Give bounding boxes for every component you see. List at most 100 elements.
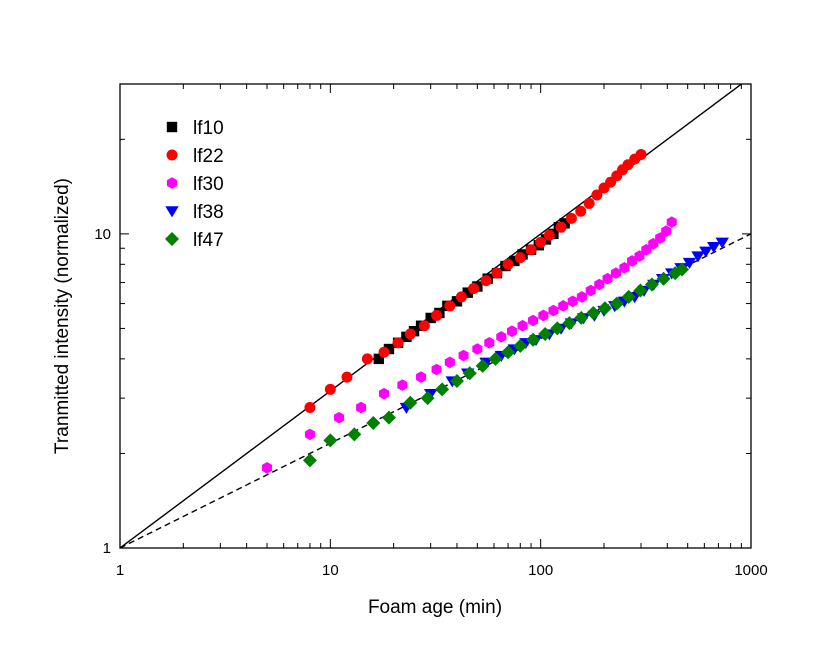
data-point-lf22 <box>468 283 480 295</box>
y-tick-label: 10 <box>94 226 111 243</box>
data-point-lf30 <box>472 343 483 355</box>
data-point-lf22 <box>431 309 443 321</box>
data-point-lf30 <box>567 295 578 308</box>
data-point-lf47 <box>501 345 516 360</box>
data-point-lf30 <box>431 363 442 376</box>
data-point-lf22 <box>591 189 603 201</box>
data-point-lf30 <box>558 300 569 312</box>
data-point-lf22 <box>491 267 503 279</box>
data-point-lf22 <box>304 402 316 414</box>
data-point-lf47 <box>381 410 396 425</box>
data-point-lf47 <box>675 262 690 277</box>
legend-marker-lf30 <box>166 177 178 189</box>
data-point-lf22 <box>480 275 492 287</box>
data-point-lf22 <box>455 291 467 303</box>
legend-label-lf47: lf47 <box>193 230 224 251</box>
data-point-lf10 <box>451 296 463 307</box>
data-point-lf47 <box>609 296 624 311</box>
data-point-lf47 <box>435 382 450 397</box>
data-point-lf22 <box>341 371 353 383</box>
data-point-lf47 <box>562 316 577 331</box>
data-point-lf30 <box>548 304 559 317</box>
data-point-lf22 <box>361 353 373 365</box>
data-point-lf30 <box>610 267 621 279</box>
series-lf38 <box>399 237 729 414</box>
data-point-lf22 <box>535 236 547 248</box>
data-point-lf47 <box>323 433 338 448</box>
data-point-lf22 <box>583 197 595 209</box>
data-point-lf10 <box>509 255 520 267</box>
data-point-lf30 <box>619 261 630 274</box>
axis-ticks <box>119 83 752 549</box>
plot-frame <box>119 83 752 549</box>
data-point-lf22 <box>635 148 647 160</box>
legend-marker-lf10 <box>166 121 178 133</box>
data-point-lf47 <box>366 415 381 430</box>
x-axis-title: Foam age (min) <box>368 597 502 618</box>
data-point-lf30 <box>661 225 672 237</box>
x-tick-label: 1000 <box>734 562 767 579</box>
data-point-lf22 <box>525 244 537 256</box>
data-point-lf30 <box>304 428 315 441</box>
data-point-lf38 <box>707 242 721 254</box>
data-point-lf30 <box>634 250 645 262</box>
legend-label-lf38: lf38 <box>193 202 224 223</box>
data-point-lf30 <box>334 411 345 424</box>
x-tick-label: 100 <box>528 562 553 579</box>
data-point-lf22 <box>378 346 390 358</box>
data-point-lf22 <box>324 383 336 395</box>
data-point-lf22 <box>392 337 404 349</box>
data-point-lf47 <box>644 277 659 292</box>
data-point-lf38 <box>691 251 705 263</box>
data-point-lf30 <box>602 272 613 285</box>
data-point-lf47 <box>475 358 490 373</box>
legend-marker-lf47 <box>165 232 179 246</box>
data-point-lf30 <box>496 331 507 343</box>
data-point-lf22 <box>418 320 430 332</box>
legend-label-lf30: lf30 <box>193 174 224 195</box>
data-point-lf22 <box>575 205 587 217</box>
data-point-lf30 <box>397 379 408 391</box>
tick-labels: 1 10 100 1000 1 10 <box>94 226 767 579</box>
data-point-lf47 <box>574 310 589 325</box>
data-point-lf47 <box>586 305 601 320</box>
data-point-lf30 <box>458 349 469 362</box>
data-point-lf30 <box>655 232 666 244</box>
series-lf30 <box>261 216 677 474</box>
data-point-lf47 <box>597 301 612 316</box>
data-point-lf30 <box>576 291 587 303</box>
series-lf22 <box>304 148 647 414</box>
data-point-lf47 <box>449 374 464 389</box>
data-point-lf22 <box>502 258 514 270</box>
data-point-lf30 <box>666 216 677 228</box>
data-point-lf47 <box>621 289 636 304</box>
y-axis-title: Tranmitted intensity (normalized) <box>52 178 73 454</box>
data-point-lf22 <box>444 300 456 312</box>
data-point-lf10 <box>425 312 436 324</box>
data-point-lf47 <box>633 283 648 298</box>
data-markers <box>261 148 729 474</box>
data-point-lf47 <box>526 332 541 347</box>
legend-marker-lf38 <box>165 206 179 218</box>
data-point-lf47 <box>538 327 553 342</box>
data-point-lf30 <box>594 278 605 291</box>
legend-label-lf22: lf22 <box>193 146 224 167</box>
series-lf47 <box>302 262 690 468</box>
data-point-lf47 <box>403 395 418 410</box>
data-point-lf38 <box>682 257 697 269</box>
data-point-lf30 <box>356 401 367 414</box>
data-point-lf47 <box>302 453 317 468</box>
data-point-lf10 <box>383 343 395 355</box>
data-point-lf47 <box>513 338 528 353</box>
legend: lf10 lf22 lf30 lf38 lf47 <box>165 118 224 251</box>
data-point-lf10 <box>462 287 473 298</box>
data-point-lf30 <box>538 309 549 322</box>
legend-label-lf10: lf10 <box>193 118 224 139</box>
x-tick-label: 1 <box>116 562 124 579</box>
data-point-lf38 <box>699 246 713 258</box>
data-point-lf30 <box>506 325 517 337</box>
data-point-lf22 <box>555 221 567 233</box>
data-point-lf22 <box>565 212 577 224</box>
data-point-lf30 <box>379 387 390 400</box>
